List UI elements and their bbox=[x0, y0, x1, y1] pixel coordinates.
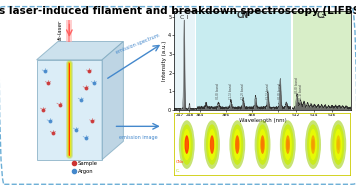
Ellipse shape bbox=[235, 135, 240, 154]
Ellipse shape bbox=[311, 135, 315, 154]
Ellipse shape bbox=[233, 129, 241, 160]
Text: (2,2) band: (2,2) band bbox=[241, 84, 245, 99]
Ellipse shape bbox=[309, 129, 317, 160]
Text: (1,1) band: (1,1) band bbox=[229, 84, 233, 99]
Text: 200 ns: 200 ns bbox=[181, 116, 193, 121]
Y-axis label: Intensity (a.u.): Intensity (a.u.) bbox=[162, 40, 167, 81]
Text: 1000 ns: 1000 ns bbox=[255, 116, 270, 121]
Ellipse shape bbox=[334, 129, 342, 160]
Bar bbox=[195, 11, 291, 110]
Ellipse shape bbox=[260, 135, 265, 154]
Text: C₂: C₂ bbox=[176, 169, 181, 173]
Legend: Sample, Argon: Sample, Argon bbox=[72, 161, 98, 174]
Ellipse shape bbox=[307, 124, 319, 165]
Ellipse shape bbox=[258, 129, 267, 160]
Ellipse shape bbox=[208, 129, 216, 160]
Text: emission spectrum: emission spectrum bbox=[116, 33, 161, 55]
Ellipse shape bbox=[336, 135, 341, 154]
Text: 500 ns: 500 ns bbox=[206, 116, 218, 121]
Bar bbox=[291, 11, 293, 110]
Bar bbox=[174, 11, 195, 110]
Ellipse shape bbox=[231, 124, 243, 165]
Text: 700 ns: 700 ns bbox=[231, 116, 243, 121]
Ellipse shape bbox=[257, 124, 268, 165]
Text: (0,0) band: (0,0) band bbox=[278, 84, 282, 99]
Text: CN: CN bbox=[237, 11, 249, 20]
Text: emission image: emission image bbox=[119, 135, 157, 140]
Text: (1,1) band: (1,1) band bbox=[266, 84, 270, 99]
Text: (0,0) band: (0,0) band bbox=[295, 77, 299, 93]
Text: (0,0) band: (0,0) band bbox=[216, 84, 220, 99]
Text: Fs laser-induced filament and breakdown spectroscopy (LIFBS): Fs laser-induced filament and breakdown … bbox=[0, 6, 356, 16]
Ellipse shape bbox=[236, 139, 239, 150]
Polygon shape bbox=[37, 42, 124, 60]
Ellipse shape bbox=[280, 120, 296, 169]
Ellipse shape bbox=[333, 124, 344, 165]
Text: CNx: CNx bbox=[176, 160, 184, 164]
Ellipse shape bbox=[183, 129, 191, 160]
Text: 2000 ns: 2000 ns bbox=[306, 116, 320, 121]
Ellipse shape bbox=[210, 135, 214, 154]
Ellipse shape bbox=[261, 139, 264, 150]
Text: 1500 ns: 1500 ns bbox=[281, 116, 295, 121]
Text: C₂: C₂ bbox=[317, 11, 326, 20]
Ellipse shape bbox=[330, 120, 346, 169]
Ellipse shape bbox=[185, 139, 188, 150]
Text: (0,1) band: (0,1) band bbox=[299, 85, 303, 100]
Ellipse shape bbox=[282, 124, 294, 165]
Ellipse shape bbox=[179, 120, 195, 169]
Bar bbox=[293, 11, 351, 110]
X-axis label: Wavelength (nm): Wavelength (nm) bbox=[239, 118, 287, 123]
Ellipse shape bbox=[337, 139, 340, 150]
Ellipse shape bbox=[211, 139, 213, 150]
Text: fs-laser: fs-laser bbox=[58, 20, 63, 40]
Text: C I: C I bbox=[180, 15, 189, 20]
Ellipse shape bbox=[204, 120, 220, 169]
Ellipse shape bbox=[284, 129, 292, 160]
Ellipse shape bbox=[312, 139, 314, 150]
Ellipse shape bbox=[255, 120, 271, 169]
Bar bbox=[67, 20, 72, 42]
Text: 5000 ns: 5000 ns bbox=[331, 116, 345, 121]
Bar bbox=[68, 20, 70, 42]
Ellipse shape bbox=[206, 124, 218, 165]
Polygon shape bbox=[37, 60, 102, 160]
Ellipse shape bbox=[286, 135, 290, 154]
Ellipse shape bbox=[287, 139, 289, 150]
Ellipse shape bbox=[184, 135, 189, 154]
Ellipse shape bbox=[229, 120, 245, 169]
Ellipse shape bbox=[181, 124, 193, 165]
Ellipse shape bbox=[305, 120, 321, 169]
Polygon shape bbox=[102, 42, 124, 160]
